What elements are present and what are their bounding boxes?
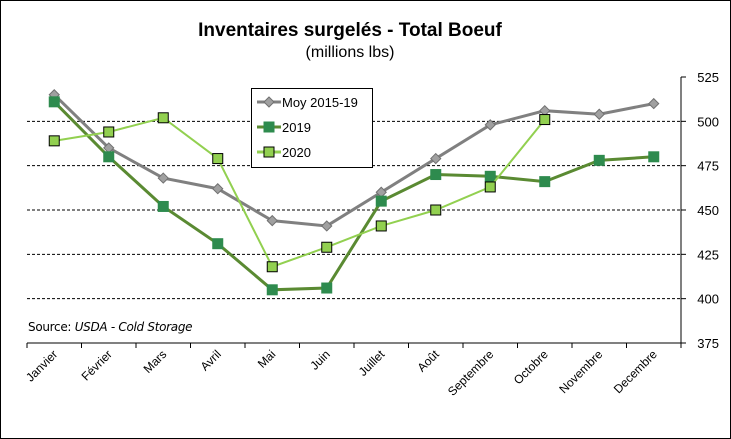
data-point: [593, 108, 605, 120]
data-point: [321, 220, 333, 232]
legend-marker: [263, 121, 275, 133]
series-line-moy-2015-19: [53, 93, 655, 228]
x-tick-label: Janvier: [23, 347, 60, 384]
x-tick-label: Septembre: [445, 347, 497, 399]
data-point: [103, 151, 115, 163]
series-line-2020: [54, 116, 546, 268]
data-point: [539, 114, 551, 126]
legend-item: 2020: [252, 142, 311, 162]
legend-label: 2019: [282, 119, 311, 135]
data-point: [266, 214, 278, 227]
data-point: [648, 97, 660, 110]
legend-item: Moy 2015-19: [252, 92, 358, 112]
chart-subtitle: (millions lbs): [305, 44, 395, 61]
source-label: Source:: [28, 320, 72, 334]
series-line-2019: [53, 100, 654, 292]
x-tick-label: Avril: [198, 347, 224, 373]
legend-label: 2020: [282, 144, 311, 160]
x-tick-label: Août: [415, 347, 443, 375]
y-tick-label: 375: [697, 336, 719, 351]
y-tick-label: 425: [697, 247, 719, 262]
data-point: [266, 284, 278, 296]
data-point: [48, 135, 60, 147]
x-tick-label: Juillet: [356, 347, 388, 379]
x-tick-label: Mars: [141, 347, 170, 376]
x-tick-label: Decembre: [611, 347, 660, 396]
y-tick-label: 450: [697, 203, 719, 218]
x-tick-label: Octobre: [511, 347, 551, 387]
chart-title: Inventaires surgelés - Total Boeuf: [198, 20, 502, 41]
data-point: [212, 238, 224, 250]
data-point: [48, 96, 60, 108]
legend-marker: [263, 146, 275, 158]
data-point: [375, 195, 387, 207]
legend-swatch: [257, 96, 281, 108]
data-point: [103, 126, 115, 138]
y-tick-label: 475: [697, 159, 719, 174]
source-note: Source: USDA - Cold Storage: [28, 320, 193, 334]
data-point: [484, 170, 496, 182]
legend-item: 2019: [252, 117, 311, 137]
data-point: [157, 200, 169, 212]
data-point: [539, 176, 551, 188]
data-point: [648, 151, 660, 163]
legend: Moy 2015-19 2019 2020: [251, 88, 373, 168]
y-tick-label: 500: [697, 114, 719, 129]
data-point: [430, 152, 442, 165]
data-point: [266, 261, 278, 273]
legend-marker: [263, 96, 275, 108]
legend-label: Moy 2015-19: [282, 94, 358, 110]
legend-swatch: [257, 121, 281, 133]
x-tick-label: Juin: [307, 347, 332, 372]
y-tick-label: 525: [697, 70, 719, 85]
legend-swatch: [257, 146, 281, 158]
data-point: [321, 241, 333, 253]
data-point: [430, 169, 442, 181]
data-point: [212, 153, 224, 165]
source-value: USDA - Cold Storage: [74, 320, 193, 334]
y-tick-label: 400: [697, 292, 719, 307]
x-tick-label: Février: [79, 347, 115, 383]
data-point: [593, 154, 605, 166]
data-point: [212, 183, 224, 195]
data-point: [484, 181, 496, 193]
data-point: [157, 112, 169, 124]
data-point: [375, 220, 387, 232]
data-point: [321, 282, 333, 294]
x-tick-label: Mai: [255, 347, 279, 371]
data-point: [157, 172, 169, 184]
data-point: [484, 119, 496, 131]
x-tick-label: Novembre: [556, 347, 605, 396]
data-point: [430, 204, 442, 216]
